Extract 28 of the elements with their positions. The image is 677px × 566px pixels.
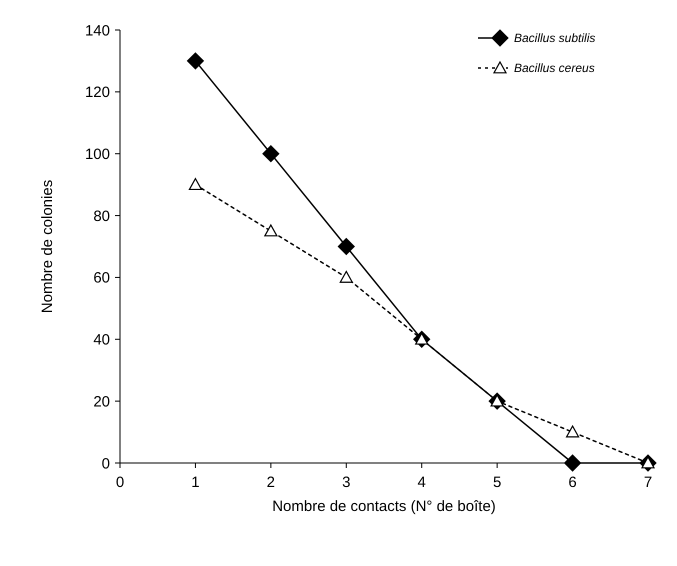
y-tick-label: 120: [84, 84, 110, 102]
x-axis-title: Nombre de contacts (N° de boîte): [272, 498, 496, 515]
point: [262, 145, 280, 162]
y-tick-label: 100: [84, 146, 110, 163]
point: [188, 178, 202, 190]
x-tick-label: 7: [644, 474, 652, 491]
point: [338, 238, 355, 255]
x-tick-label: 4: [418, 474, 426, 491]
point: [340, 270, 353, 283]
legend-label: Bacillus subtilis: [514, 31, 596, 46]
point: [564, 454, 582, 472]
y-tick-label: 0: [102, 455, 110, 472]
x-tick-label: 2: [266, 474, 276, 491]
legend-label: Bacillus cereus: [514, 61, 595, 76]
x-tick-label: 5: [492, 474, 502, 491]
y-tick-label: 40: [93, 332, 110, 349]
x-tick-label: 6: [568, 474, 577, 491]
y-tick-label: 60: [93, 270, 110, 287]
y-tick-label: 80: [93, 208, 110, 225]
point: [566, 425, 580, 438]
x-tick-label: 3: [342, 474, 350, 491]
x-tick-label: 1: [191, 474, 200, 491]
y-axis-title: Nombre de colonies: [39, 180, 56, 314]
point: [186, 52, 204, 70]
y-tick-label: 20: [93, 393, 110, 410]
y-tick-label: 140: [84, 22, 110, 40]
x-tick-label: 0: [116, 474, 124, 491]
point: [264, 224, 278, 236]
